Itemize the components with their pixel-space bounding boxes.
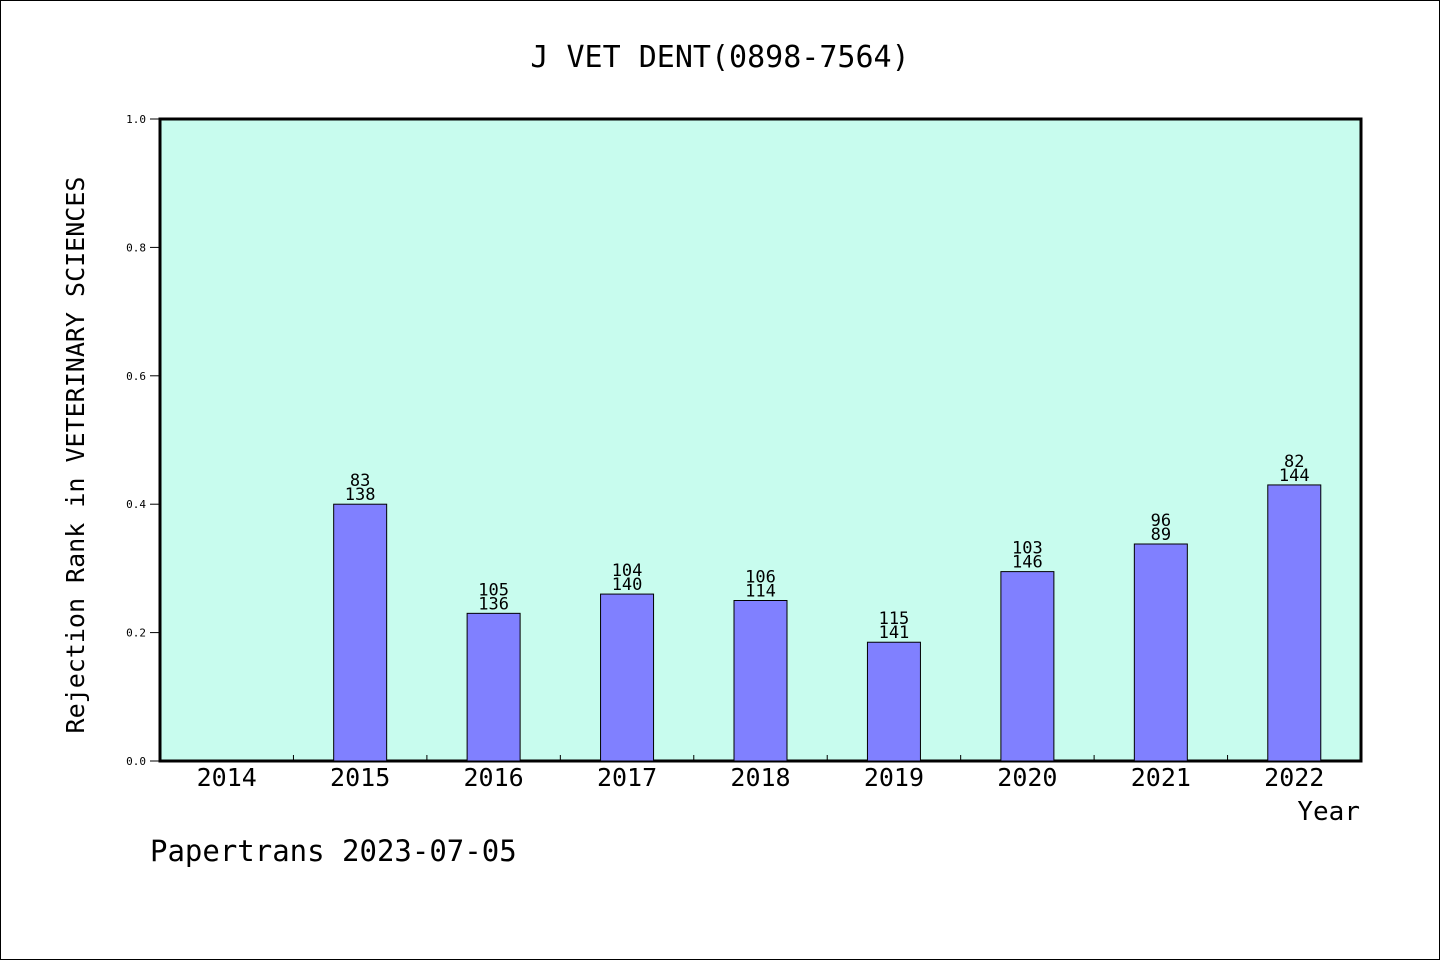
y-tick-label: 0.2 (126, 627, 146, 640)
x-axis-label: Year (1297, 797, 1360, 827)
bar-label-bottom: 141 (879, 623, 910, 643)
x-tick-label: 2017 (597, 763, 657, 792)
footer-credit: Papertrans 2023-07-05 (150, 834, 517, 868)
x-tick-label: 2015 (330, 763, 390, 792)
bar-label-bottom: 138 (345, 485, 376, 505)
bar-label-bottom: 146 (1012, 553, 1043, 573)
x-tick-label: 2021 (1131, 763, 1191, 792)
bar-label-top: 103 (1012, 539, 1043, 559)
bar-label-top: 115 (879, 609, 910, 629)
bar (733, 600, 788, 762)
bar-label-bottom: 136 (478, 594, 509, 614)
bar-label-top: 105 (478, 580, 509, 600)
x-tick-label: 2020 (997, 763, 1057, 792)
x-axis: 2014 2015 2016 2017 2018 2019 2020 2021 2022 (197, 755, 1324, 792)
bar-label-top: 83 (350, 471, 370, 491)
x-tick-label: 2018 (730, 763, 790, 792)
x-tick-label: 2016 (464, 763, 524, 792)
bar (466, 612, 521, 762)
x-tick-label: 2019 (864, 763, 924, 792)
bar-label-bottom: 140 (612, 575, 643, 595)
bar-label-bottom: 89 (1151, 525, 1171, 545)
bar (1133, 543, 1188, 762)
y-tick-label: 0.8 (126, 241, 146, 254)
y-tick-label: 1.0 (126, 113, 146, 126)
bar (1267, 484, 1322, 762)
bar-label-bottom: 144 (1279, 466, 1310, 486)
bar-label-top: 104 (612, 561, 643, 581)
y-tick-label: 0.0 (126, 755, 146, 768)
y-axis: 0.0 0.2 0.4 0.6 0.8 1.0 (126, 113, 160, 768)
x-tick-label: 2022 (1264, 763, 1324, 792)
y-tick-label: 0.4 (126, 498, 146, 511)
bar-label-top: 106 (745, 568, 776, 588)
x-tick-label: 2014 (197, 763, 257, 792)
bar (866, 641, 921, 762)
bar-label-top: 82 (1284, 452, 1304, 472)
bar (600, 593, 655, 762)
y-tick-label: 0.6 (126, 370, 146, 383)
chart-title: J VET DENT(0898-7564) (530, 40, 909, 75)
bar-label-top: 96 (1151, 511, 1171, 531)
y-axis-label: Rejection Rank in VETERINARY SCIENCES (61, 177, 90, 734)
bar-label-bottom: 114 (745, 582, 776, 602)
bar (333, 503, 388, 762)
bar (1000, 571, 1055, 762)
